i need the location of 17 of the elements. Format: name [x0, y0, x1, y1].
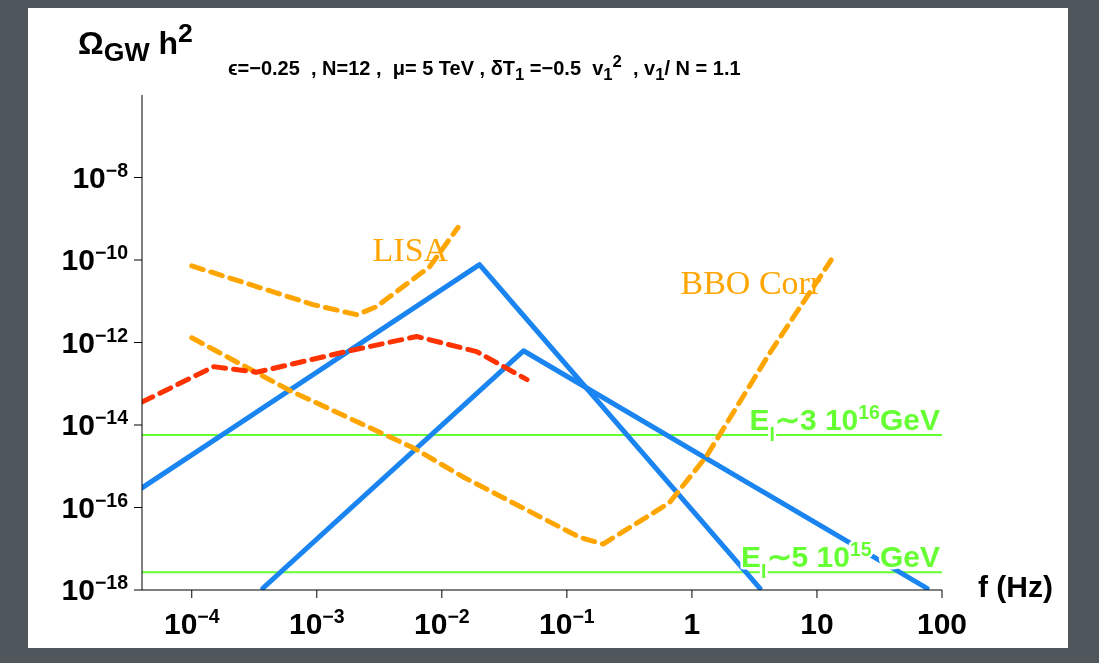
- x-tick-label: 10$^{−4}$: [163, 605, 220, 640]
- series-label: LISA: [372, 231, 449, 269]
- y-tick-label: 10$^{−10}$: [61, 241, 129, 276]
- x-axis-title: f (Hz): [978, 570, 1053, 604]
- chart-subtitle: ϵ=−0.25 , N=12 , μ= 5 TeV , δT$_{1}$ =−0.5 v$_{1}$$^{2}$ , v$_{1}$/ N = 1.1: [228, 52, 741, 85]
- x-tick-label: 1: [683, 607, 701, 640]
- y-axis-title: Ω$_{GW}$ h$^{2}$: [78, 18, 193, 69]
- y-tick-label: 10$^{−12}$: [61, 323, 129, 359]
- y-tick-label: 10$^{−14}$: [61, 406, 129, 441]
- x-tick-label: 10$^{−3}$: [288, 605, 345, 640]
- x-tick-label: 100: [916, 607, 968, 640]
- y-tick-label: 10$^{−16}$: [61, 488, 129, 524]
- x-tick-label: 10$^{−1}$: [539, 605, 595, 640]
- y-tick-label: 10$^{−8}$: [72, 158, 129, 194]
- x-tick-label: 10: [800, 607, 834, 640]
- y-tick-label: 10$^{−18}$: [61, 571, 129, 606]
- x-tick-label: 10$^{−2}$: [414, 605, 470, 640]
